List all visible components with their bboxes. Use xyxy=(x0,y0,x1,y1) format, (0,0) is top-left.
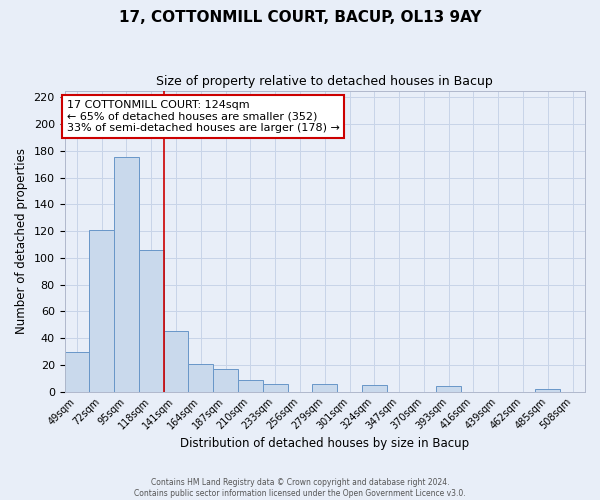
Y-axis label: Number of detached properties: Number of detached properties xyxy=(15,148,28,334)
Bar xyxy=(313,384,337,392)
Bar xyxy=(164,332,188,392)
Bar xyxy=(362,385,387,392)
Bar xyxy=(139,250,164,392)
Bar xyxy=(188,364,213,392)
Bar xyxy=(65,352,89,392)
Bar xyxy=(436,386,461,392)
Text: 17 COTTONMILL COURT: 124sqm
← 65% of detached houses are smaller (352)
33% of se: 17 COTTONMILL COURT: 124sqm ← 65% of det… xyxy=(67,100,340,133)
Text: Contains HM Land Registry data © Crown copyright and database right 2024.
Contai: Contains HM Land Registry data © Crown c… xyxy=(134,478,466,498)
Bar xyxy=(263,384,287,392)
Bar xyxy=(213,369,238,392)
Bar xyxy=(114,158,139,392)
X-axis label: Distribution of detached houses by size in Bacup: Distribution of detached houses by size … xyxy=(180,437,469,450)
Bar xyxy=(535,389,560,392)
Text: 17, COTTONMILL COURT, BACUP, OL13 9AY: 17, COTTONMILL COURT, BACUP, OL13 9AY xyxy=(119,10,481,25)
Bar xyxy=(238,380,263,392)
Bar xyxy=(89,230,114,392)
Title: Size of property relative to detached houses in Bacup: Size of property relative to detached ho… xyxy=(157,75,493,88)
